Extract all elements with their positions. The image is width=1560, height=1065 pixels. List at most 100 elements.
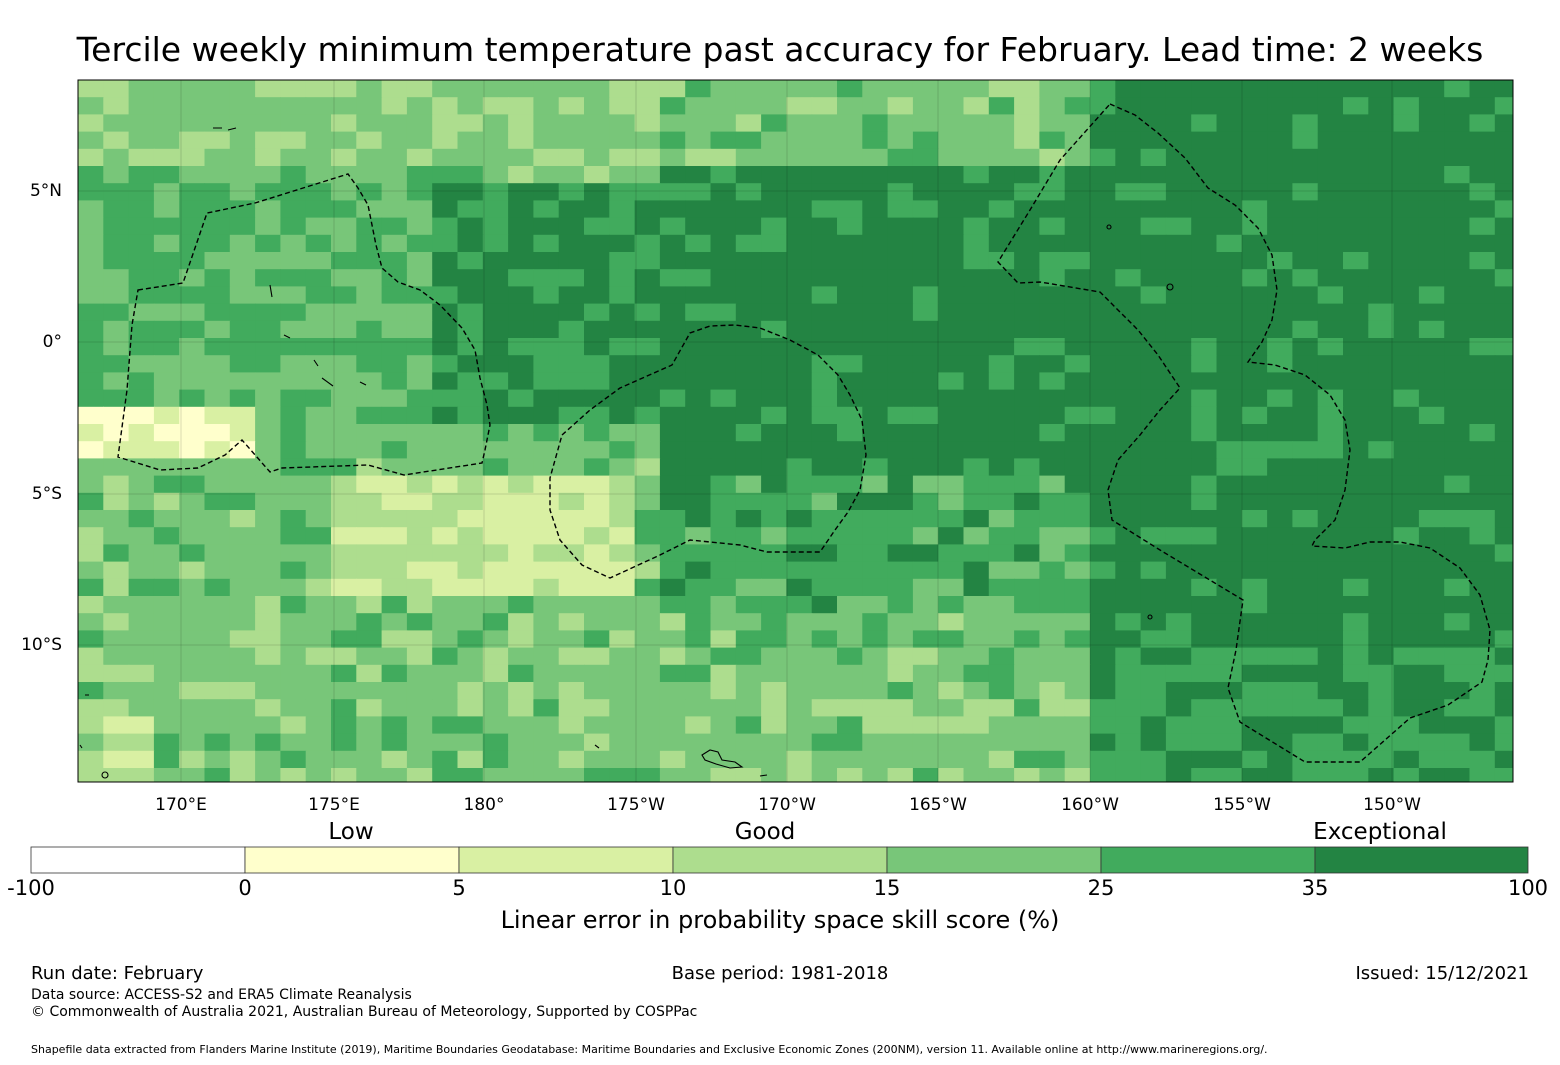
skill-cell <box>685 578 712 597</box>
skill-cell <box>735 768 762 782</box>
skill-cell <box>78 200 104 219</box>
skill-cell <box>153 320 180 339</box>
skill-cell <box>406 613 433 631</box>
skill-cell <box>1064 544 1091 563</box>
skill-cell <box>761 561 787 580</box>
skill-cell <box>1317 406 1344 425</box>
skill-cell <box>1039 252 1066 270</box>
skill-cell <box>685 97 712 115</box>
skill-cell <box>735 458 762 477</box>
skill-cell <box>735 510 762 528</box>
skill-cell <box>1090 234 1116 253</box>
skill-cell <box>988 148 1015 167</box>
skill-cell <box>179 200 206 219</box>
skill-cell <box>988 441 1015 459</box>
skill-cell <box>229 578 256 597</box>
skill-cell <box>78 320 104 339</box>
skill-cell <box>584 664 610 683</box>
skill-cell <box>1140 372 1167 391</box>
skill-cell <box>482 441 509 459</box>
skill-cell <box>1317 252 1344 270</box>
skill-cell <box>1216 768 1243 782</box>
skill-cell <box>1292 97 1319 115</box>
skill-cell <box>1368 406 1395 425</box>
skill-cell <box>204 768 231 782</box>
skill-cell <box>609 303 636 322</box>
skill-cell <box>1292 252 1319 270</box>
skill-cell <box>761 682 787 700</box>
skill-cell <box>1241 80 1268 98</box>
skill-cell <box>609 406 636 425</box>
skill-cell <box>280 355 307 373</box>
skill-cell <box>432 647 459 666</box>
skill-cell <box>432 303 459 322</box>
skill-cell <box>786 406 813 425</box>
skill-cell <box>1469 320 1496 339</box>
skill-cell <box>1090 647 1116 666</box>
skill-cell <box>1014 492 1040 511</box>
skill-cell <box>1064 252 1091 270</box>
skill-cell <box>1368 252 1395 270</box>
skill-cell <box>1216 510 1243 528</box>
skill-cell <box>78 492 104 511</box>
skill-cell <box>406 596 433 614</box>
skill-cell <box>659 561 686 580</box>
skill-cell <box>1494 630 1513 649</box>
skill-cell <box>482 372 509 391</box>
skill-cell <box>1039 458 1066 477</box>
skill-cell <box>1494 372 1513 391</box>
skill-cell <box>204 544 231 563</box>
skill-cell <box>1292 286 1319 305</box>
skill-cell <box>634 320 661 339</box>
skill-cell <box>710 492 737 511</box>
skill-cell <box>1267 596 1293 614</box>
skill-cell <box>938 131 965 150</box>
skill-cell <box>1343 475 1369 494</box>
skill-cell <box>912 630 939 649</box>
skill-cell <box>1115 613 1142 631</box>
skill-cell <box>887 183 914 201</box>
skill-cell <box>356 750 383 769</box>
skill-cell <box>912 664 939 683</box>
skill-cell <box>255 148 281 167</box>
skill-cell <box>128 699 155 717</box>
skill-cell <box>229 148 256 167</box>
skill-cell <box>103 630 130 649</box>
skill-cell <box>1216 183 1243 201</box>
skill-cell <box>255 544 281 563</box>
skill-cell <box>1165 630 1192 649</box>
skill-cell <box>508 510 534 528</box>
skill-cell <box>1191 664 1218 683</box>
skill-cell <box>508 406 534 425</box>
skill-cell <box>432 217 459 236</box>
skill-cell <box>912 682 939 700</box>
skill-cell <box>153 148 180 167</box>
skill-cell <box>331 234 357 253</box>
skill-cell <box>659 406 686 425</box>
skill-cell <box>1165 527 1192 545</box>
skill-cell <box>761 664 787 683</box>
skill-cell <box>963 80 990 98</box>
skill-cell <box>179 217 206 236</box>
skill-cell <box>457 355 484 373</box>
skill-cell <box>432 320 459 339</box>
skill-cell <box>887 286 914 305</box>
skill-cell <box>1317 234 1344 253</box>
skill-cell <box>609 664 636 683</box>
skill-cell <box>634 252 661 270</box>
skill-cell <box>837 458 863 477</box>
skill-cell <box>1418 510 1445 528</box>
skill-cell <box>710 424 737 442</box>
skill-cell <box>912 475 939 494</box>
skill-cell <box>584 338 610 356</box>
skill-cell <box>761 699 787 717</box>
skill-cell <box>1343 355 1369 373</box>
skill-cell <box>1267 80 1293 98</box>
skill-cell <box>1418 131 1445 150</box>
skill-cell <box>1393 148 1420 167</box>
skill-cell <box>1191 252 1218 270</box>
skill-cell <box>685 647 712 666</box>
skill-cell <box>179 131 206 150</box>
skill-cell <box>229 406 256 425</box>
skill-cell <box>457 733 484 752</box>
